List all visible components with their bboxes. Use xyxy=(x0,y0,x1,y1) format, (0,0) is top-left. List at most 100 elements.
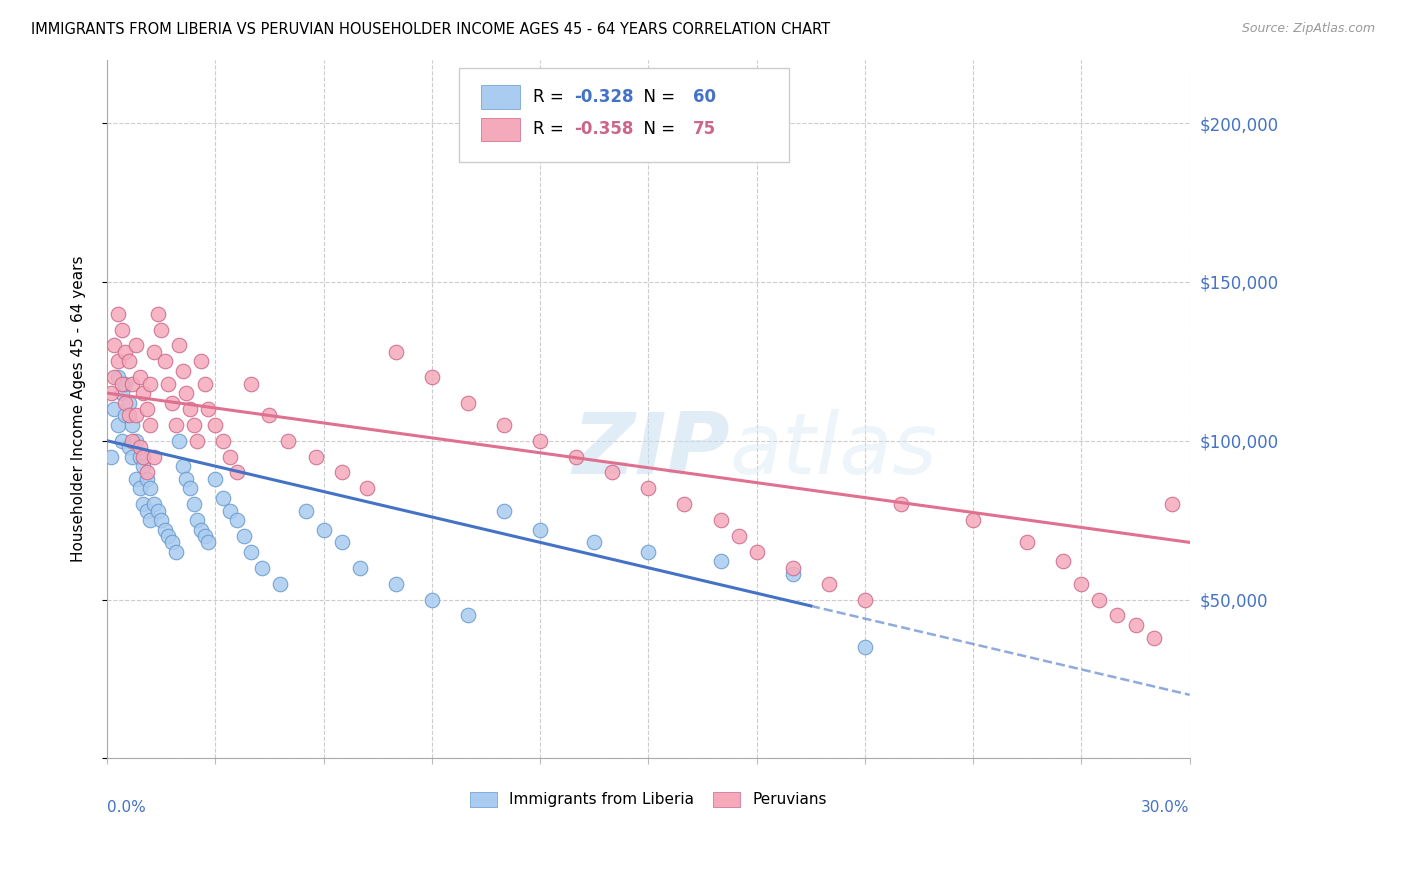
Point xyxy=(673,497,696,511)
Point xyxy=(1160,497,1182,511)
Point xyxy=(356,482,378,496)
Point xyxy=(890,497,912,511)
Text: ZIP: ZIP xyxy=(572,409,730,492)
Point xyxy=(637,545,659,559)
Point xyxy=(457,608,479,623)
Point xyxy=(193,529,215,543)
Point xyxy=(143,344,166,359)
Point xyxy=(103,338,125,352)
Point xyxy=(153,354,176,368)
Point xyxy=(179,482,201,496)
Point xyxy=(165,545,187,559)
Point xyxy=(118,395,141,409)
Point xyxy=(492,503,515,517)
Text: R =: R = xyxy=(533,120,568,138)
Point xyxy=(962,513,984,527)
Text: Source: ZipAtlas.com: Source: ZipAtlas.com xyxy=(1241,22,1375,36)
Point xyxy=(176,386,198,401)
Point xyxy=(121,450,143,464)
Point xyxy=(135,472,157,486)
Point xyxy=(146,503,169,517)
Point xyxy=(211,491,233,505)
Point xyxy=(100,450,122,464)
Point xyxy=(1088,592,1111,607)
Point xyxy=(107,370,129,384)
Point xyxy=(132,459,155,474)
Point xyxy=(114,409,136,423)
Point xyxy=(226,466,249,480)
Point xyxy=(330,535,353,549)
Point xyxy=(139,513,162,527)
Point xyxy=(125,409,148,423)
Point xyxy=(197,401,219,416)
Point xyxy=(240,545,263,559)
Point xyxy=(420,370,443,384)
Point xyxy=(183,497,205,511)
Point xyxy=(1052,554,1074,568)
Point xyxy=(782,561,804,575)
Point xyxy=(186,434,208,448)
Point xyxy=(172,364,194,378)
Point xyxy=(103,401,125,416)
Point xyxy=(384,576,406,591)
Point xyxy=(107,354,129,368)
Point xyxy=(637,482,659,496)
Point xyxy=(135,466,157,480)
Point xyxy=(1070,576,1092,591)
Point xyxy=(139,376,162,391)
Point xyxy=(457,395,479,409)
Point xyxy=(252,561,274,575)
Point xyxy=(259,409,281,423)
Point xyxy=(745,545,768,559)
Point xyxy=(153,523,176,537)
Text: N =: N = xyxy=(633,120,681,138)
Point xyxy=(226,513,249,527)
Point xyxy=(160,535,183,549)
Point xyxy=(172,459,194,474)
Point xyxy=(492,417,515,432)
Point xyxy=(121,417,143,432)
Point xyxy=(110,386,132,401)
Point xyxy=(727,529,749,543)
Legend: Immigrants from Liberia, Peruvians: Immigrants from Liberia, Peruvians xyxy=(464,785,834,814)
Point xyxy=(157,529,180,543)
Point xyxy=(193,376,215,391)
Point xyxy=(233,529,256,543)
Point xyxy=(529,523,551,537)
Point xyxy=(853,640,876,655)
Point xyxy=(157,376,180,391)
Point xyxy=(218,503,240,517)
Point xyxy=(384,344,406,359)
Point xyxy=(143,450,166,464)
Point xyxy=(179,401,201,416)
Text: 60: 60 xyxy=(693,88,716,106)
Point xyxy=(121,434,143,448)
Text: 0.0%: 0.0% xyxy=(107,800,146,815)
Point xyxy=(160,395,183,409)
Text: -0.358: -0.358 xyxy=(574,120,633,138)
Point xyxy=(1017,535,1039,549)
Point xyxy=(110,434,132,448)
Point xyxy=(165,417,187,432)
Point xyxy=(135,401,157,416)
Point xyxy=(125,472,148,486)
Point xyxy=(269,576,291,591)
Point xyxy=(853,592,876,607)
Point xyxy=(583,535,606,549)
Text: atlas: atlas xyxy=(730,409,938,492)
Point xyxy=(240,376,263,391)
Point xyxy=(118,409,141,423)
Point xyxy=(128,440,150,454)
Point xyxy=(114,376,136,391)
Point xyxy=(132,450,155,464)
Text: IMMIGRANTS FROM LIBERIA VS PERUVIAN HOUSEHOLDER INCOME AGES 45 - 64 YEARS CORREL: IMMIGRANTS FROM LIBERIA VS PERUVIAN HOUS… xyxy=(31,22,830,37)
Point xyxy=(128,450,150,464)
Point xyxy=(167,434,190,448)
Point xyxy=(103,370,125,384)
Point xyxy=(420,592,443,607)
Point xyxy=(529,434,551,448)
Point xyxy=(349,561,371,575)
Point xyxy=(118,354,141,368)
Point xyxy=(100,386,122,401)
Point xyxy=(107,307,129,321)
